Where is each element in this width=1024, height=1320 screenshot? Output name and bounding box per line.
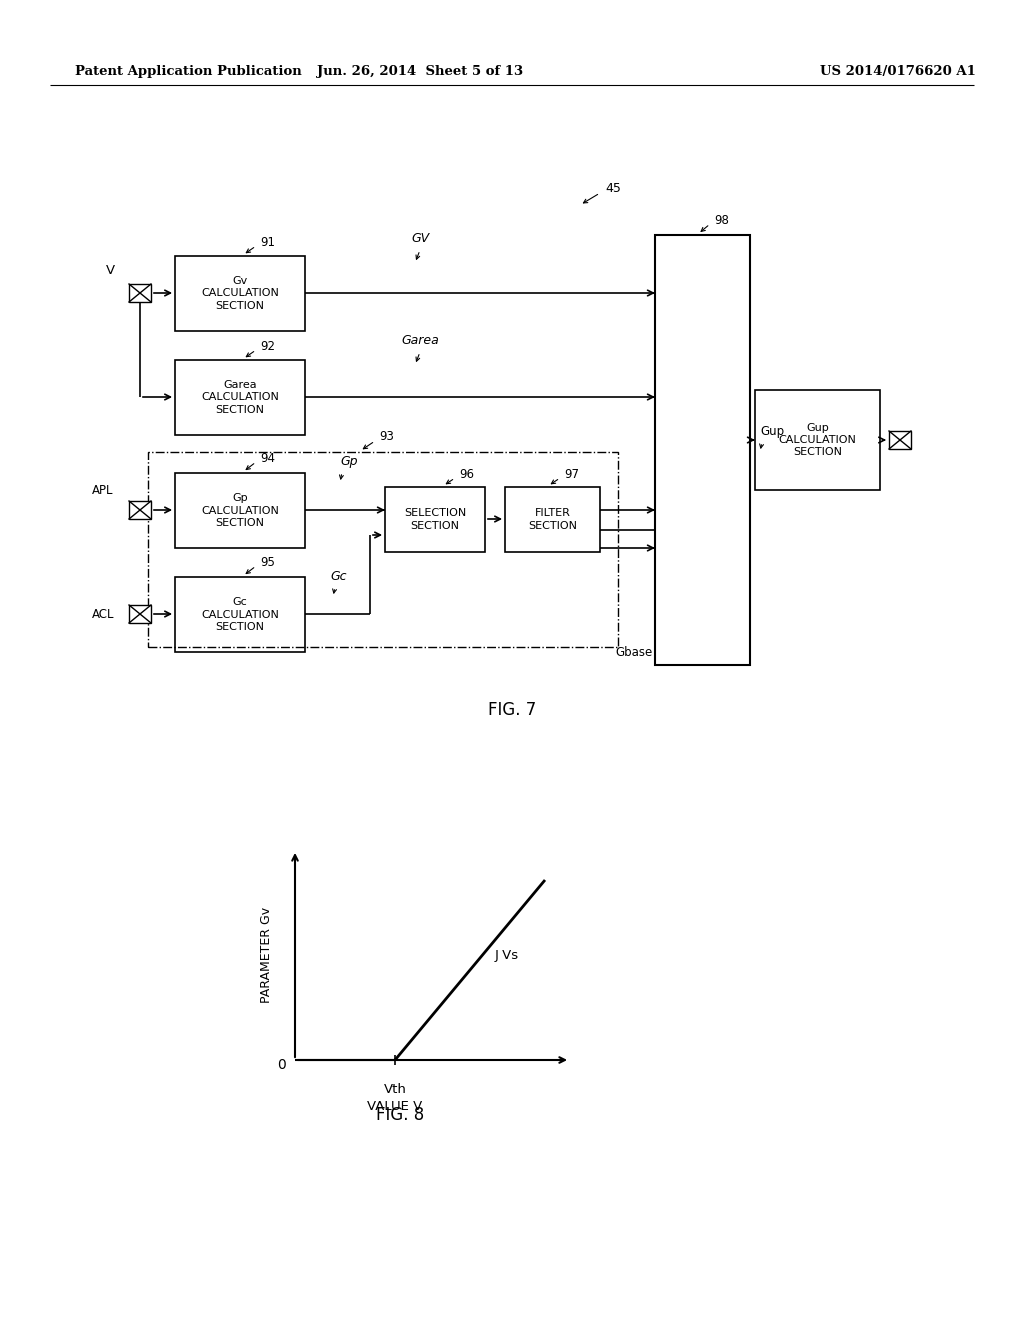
- Text: V: V: [105, 264, 115, 276]
- Text: 97: 97: [564, 467, 579, 480]
- Text: Gp
CALCULATION
SECTION: Gp CALCULATION SECTION: [201, 494, 279, 528]
- Text: Patent Application Publication: Patent Application Publication: [75, 66, 302, 78]
- Text: Garea: Garea: [401, 334, 439, 346]
- Text: GV: GV: [411, 231, 429, 244]
- Text: J Vs: J Vs: [495, 949, 519, 961]
- Bar: [175, 360, 305, 436]
- Text: Gup: Gup: [760, 425, 784, 438]
- Text: US 2014/0176620 A1: US 2014/0176620 A1: [820, 66, 976, 78]
- Bar: [129, 284, 151, 302]
- Bar: [505, 487, 600, 552]
- Text: 92: 92: [260, 339, 275, 352]
- Bar: [148, 451, 618, 647]
- Text: 94: 94: [260, 451, 275, 465]
- Text: Gp: Gp: [340, 455, 357, 469]
- Bar: [175, 473, 305, 548]
- Text: Gup
CALCULATION
SECTION: Gup CALCULATION SECTION: [778, 422, 856, 458]
- Text: ACL: ACL: [92, 607, 115, 620]
- Text: 95: 95: [260, 556, 274, 569]
- Text: 96: 96: [459, 467, 474, 480]
- Text: Gc: Gc: [330, 570, 346, 583]
- Text: Gc
CALCULATION
SECTION: Gc CALCULATION SECTION: [201, 597, 279, 632]
- Text: 91: 91: [260, 235, 275, 248]
- Text: Gv
CALCULATION
SECTION: Gv CALCULATION SECTION: [201, 276, 279, 312]
- Text: PARAMETER Gv: PARAMETER Gv: [260, 907, 273, 1003]
- Text: 98: 98: [714, 214, 729, 227]
- Bar: [175, 577, 305, 652]
- Text: Vth: Vth: [384, 1082, 407, 1096]
- Text: 45: 45: [605, 181, 621, 194]
- Bar: [385, 487, 485, 552]
- Text: Garea
CALCULATION
SECTION: Garea CALCULATION SECTION: [201, 380, 279, 414]
- Text: SELECTION
SECTION: SELECTION SECTION: [403, 508, 466, 531]
- Text: 0: 0: [278, 1059, 287, 1072]
- Text: FIG. 8: FIG. 8: [376, 1106, 424, 1125]
- Bar: [655, 235, 750, 665]
- Text: FIG. 7: FIG. 7: [487, 701, 537, 719]
- Text: Jun. 26, 2014  Sheet 5 of 13: Jun. 26, 2014 Sheet 5 of 13: [317, 66, 523, 78]
- Bar: [129, 502, 151, 519]
- Text: APL: APL: [92, 483, 114, 496]
- Bar: [889, 432, 911, 449]
- Text: VALUE V: VALUE V: [368, 1100, 423, 1113]
- Bar: [129, 605, 151, 623]
- Text: FILTER
SECTION: FILTER SECTION: [528, 508, 577, 531]
- Bar: [175, 256, 305, 331]
- Text: Gbase: Gbase: [615, 647, 652, 660]
- Text: 93: 93: [379, 430, 394, 444]
- Bar: [755, 389, 880, 490]
